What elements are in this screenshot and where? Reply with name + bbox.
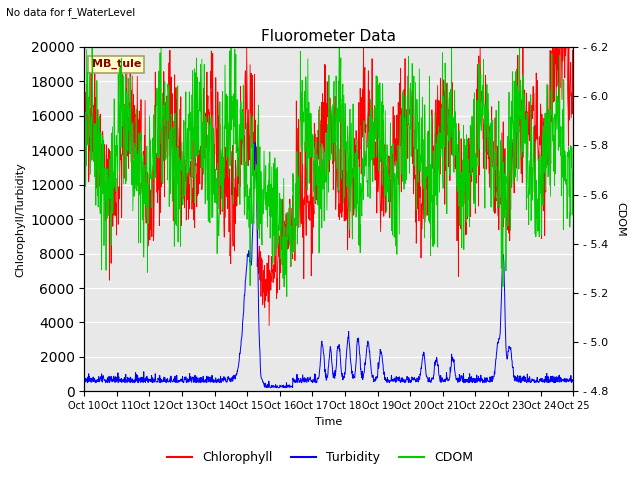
Y-axis label: CDOM: CDOM (615, 202, 625, 237)
Text: MB_tule: MB_tule (92, 59, 141, 69)
Legend: Chlorophyll, Turbidity, CDOM: Chlorophyll, Turbidity, CDOM (162, 446, 478, 469)
Y-axis label: Chlorophyll/Turbidity: Chlorophyll/Turbidity (15, 162, 25, 276)
X-axis label: Time: Time (315, 417, 342, 427)
Title: Fluorometer Data: Fluorometer Data (261, 29, 396, 44)
Text: No data for f_WaterLevel: No data for f_WaterLevel (6, 7, 136, 18)
